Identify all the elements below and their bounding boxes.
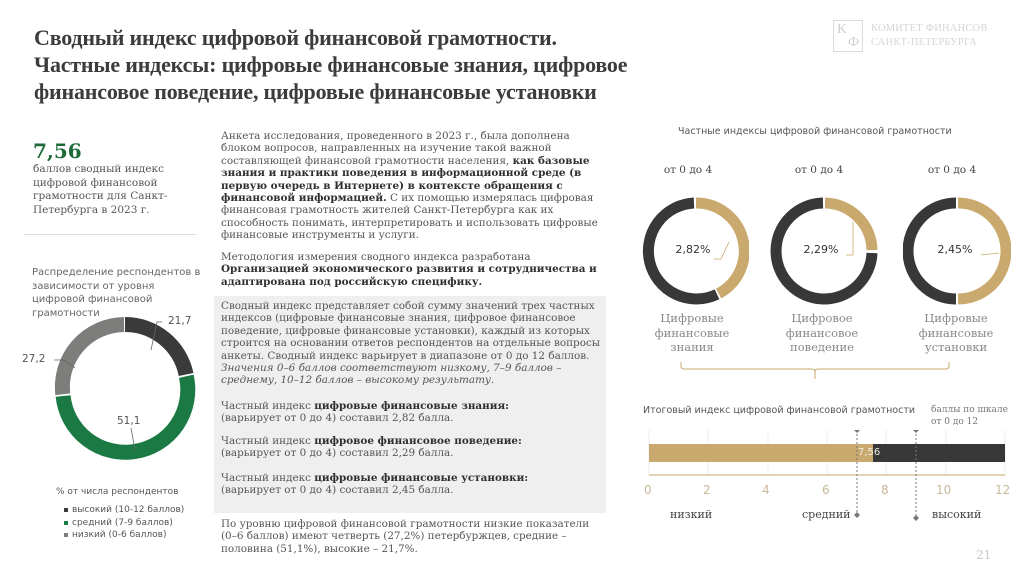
total-index-title: Итоговый индекс цифровой финансовой грам… (643, 405, 916, 416)
summary-index-description: баллов сводный индекс цифровой финансово… (33, 163, 168, 216)
distribution-chart-title: Распределение респондентов в зависимости… (32, 267, 201, 319)
summary-index-value: 7,56 (33, 139, 82, 163)
donut-knowledge: 2,82% (641, 197, 750, 305)
donut-behavior: 2,29% (770, 197, 878, 305)
attitudes-index-paragraph: Частный индекс цифровые финансовые устан… (221, 472, 529, 497)
donut-label-behavior: Цифровое финансовое поведение (785, 311, 859, 354)
distribution-donut-chart: 21,7 27,2 51,1 (22, 310, 210, 490)
legend-swatch (64, 533, 68, 538)
distribution-caption: % от числа респондентов (56, 487, 179, 497)
title-line-2: Частные индексы: цифровые финансовые зна… (34, 52, 628, 77)
logo-line-1: КОМИТЕТ ФИНАНСОВ (871, 23, 988, 34)
index-definition-paragraph: Сводный индекс представляет собой сумму … (221, 300, 601, 387)
zone-label-mid: средний (802, 508, 851, 521)
range-label: от 0 до 4 (663, 164, 713, 176)
title-line-1: Сводный индекс цифровой финансовой грамо… (34, 25, 557, 50)
distribution-legend: высокий (10-12 баллов) средний (7-9 балл… (64, 504, 184, 542)
x-axis-ticks: 0 2 4 6 8 10 12 (644, 483, 1011, 497)
knowledge-index-paragraph: Частный индекс цифровые финансовые знани… (221, 400, 509, 425)
divider (24, 234, 196, 235)
label-mid: 51,1 (117, 415, 141, 427)
bar-value-label: 7,56 (858, 447, 881, 458)
donut-attitudes: 2,45% (902, 197, 1012, 305)
range-label: от 0 до 4 (794, 164, 844, 176)
legend-item-low: низкий (0-6 баллов) (64, 529, 184, 542)
logo-emblem-icon: К Ф (833, 20, 863, 52)
logo-line-2: САНКТ-ПЕТЕРБУРГА (871, 37, 977, 48)
donut-label-knowledge: Цифровые финансовые знания (654, 311, 730, 354)
intro-paragraph: Анкета исследования, проведенного в 2023… (221, 130, 598, 242)
scale-note: баллы по шкале от 0 до 12 (931, 405, 1008, 427)
legend-item-mid: средний (7-9 баллов) (64, 517, 184, 530)
definition-box (214, 296, 606, 513)
page-title: Сводный индекс цифровой финансовой грамо… (34, 24, 794, 105)
legend-swatch (64, 508, 68, 513)
committee-logo: К Ф КОМИТЕТ ФИНАНСОВ САНКТ-ПЕТЕРБУРГА (833, 20, 988, 52)
legend-item-high: высокий (10-12 баллов) (64, 504, 184, 517)
brace-icon (680, 362, 950, 379)
zone-label-high: высокий (932, 508, 982, 521)
partial-indices-title: Частные индексы цифровой финансовой грам… (678, 126, 952, 137)
donut-label-attitudes: Цифровые финансовые установки (918, 311, 994, 354)
zone-label-low: низкий (670, 508, 713, 521)
methodology-paragraph: Методология измерения сводного индекса р… (221, 251, 597, 288)
conclusion-paragraph: По уровню цифровой финансовой грамотност… (221, 518, 590, 555)
range-label: от 0 до 4 (927, 164, 977, 176)
legend-swatch (64, 520, 68, 525)
label-low: 27,2 (22, 353, 46, 365)
total-index-bar-chart: 7,56 0 2 4 6 8 10 12 низкий средний высо… (644, 427, 1010, 540)
title-line-3: финансовое поведение, цифровые финансовы… (34, 79, 597, 104)
page-number: 21 (976, 548, 992, 562)
label-high: 21,7 (168, 315, 192, 327)
behavior-index-paragraph: Частный индекс цифровое финансовое повед… (221, 435, 522, 460)
